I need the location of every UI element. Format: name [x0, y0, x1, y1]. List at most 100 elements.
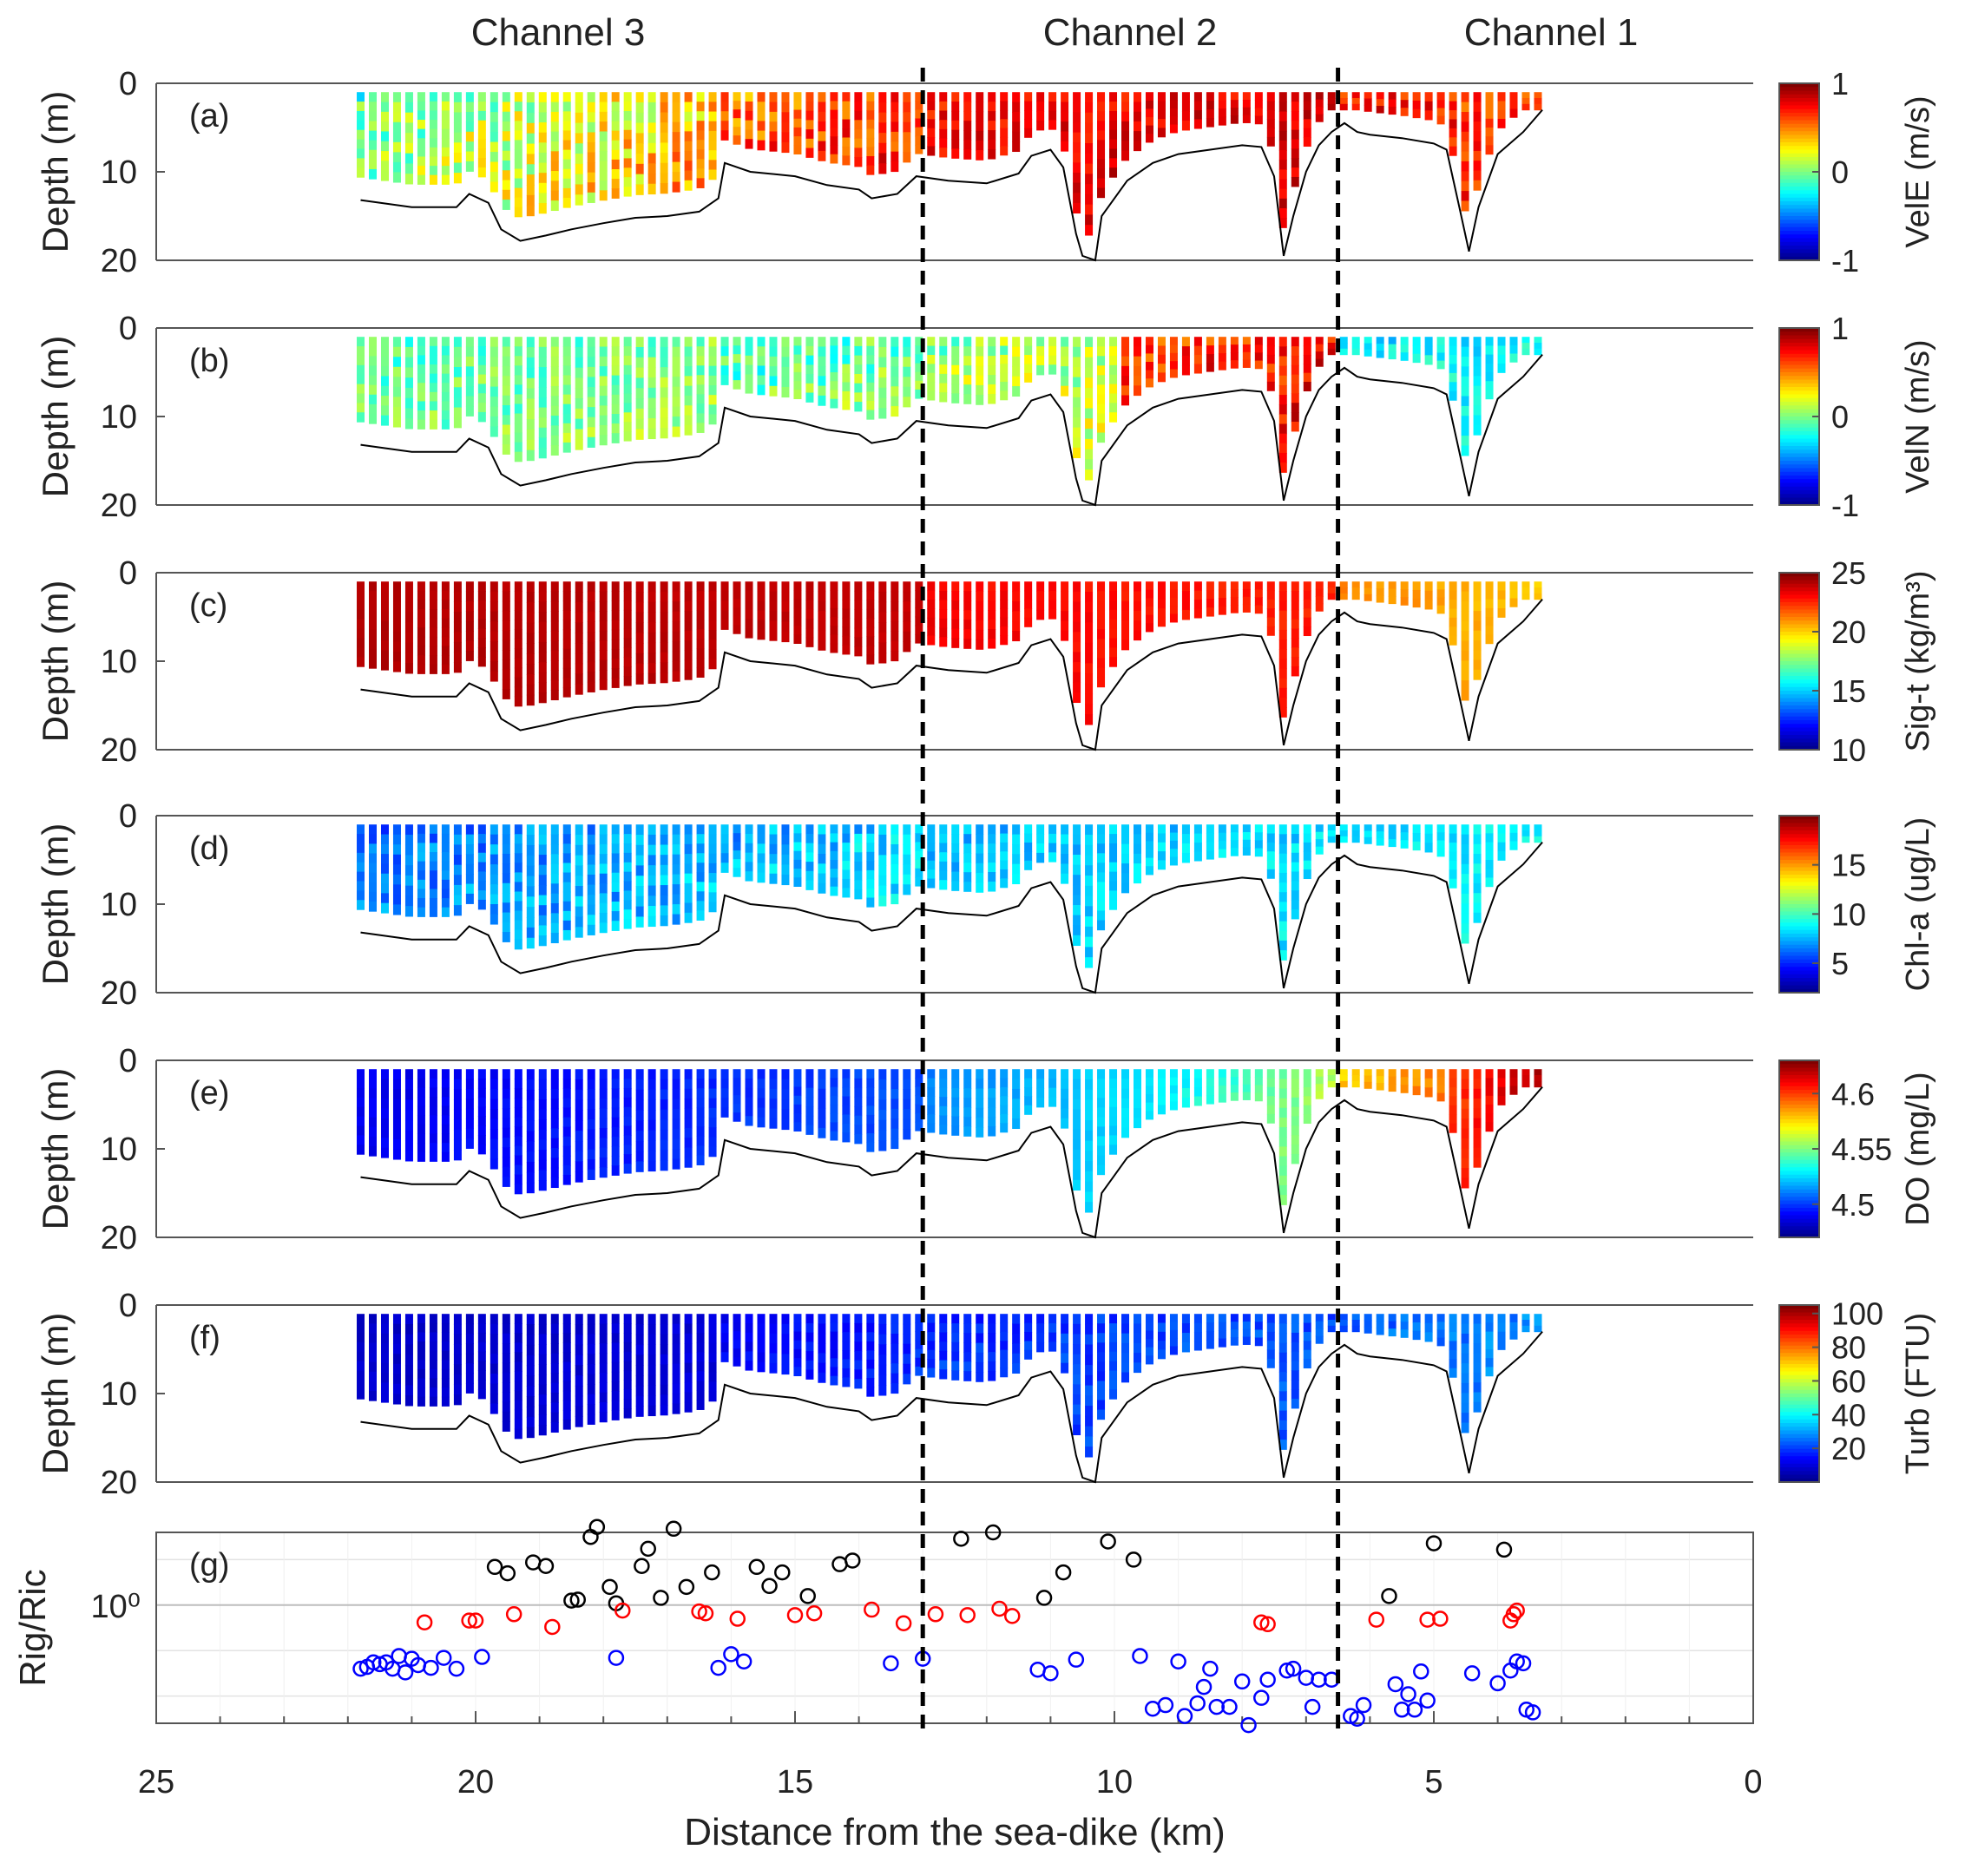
data-cell: [1327, 103, 1336, 111]
data-cell: [1061, 834, 1069, 845]
data-cell: [550, 141, 559, 152]
data-cell: [988, 375, 996, 385]
data-cell: [635, 1324, 644, 1335]
data-cell: [805, 1322, 814, 1334]
data-cell: [1412, 92, 1421, 102]
data-cell: [1145, 362, 1153, 371]
data-cell: [830, 345, 838, 356]
data-cell: [745, 1361, 753, 1371]
data-cell: [1218, 606, 1226, 615]
data-cell: [708, 169, 717, 180]
data-cell: [1266, 372, 1275, 383]
data-cell: [380, 141, 389, 152]
data-cell: [1109, 600, 1118, 611]
data-cell: [1534, 343, 1542, 350]
data-cell: [526, 357, 535, 369]
data-cell: [562, 356, 571, 367]
data-cell: [830, 842, 838, 852]
data-cell: [514, 639, 522, 650]
data-cell: [660, 1344, 668, 1355]
data-cell: [526, 112, 535, 124]
data-cell: [818, 1314, 826, 1325]
data-cell: [1121, 1333, 1130, 1344]
data-cell: [1461, 1314, 1469, 1325]
data-cell: [903, 854, 911, 865]
data-cell: [1509, 92, 1518, 102]
data-cell: [490, 152, 498, 163]
data-cell: [708, 1079, 717, 1090]
data-cell: [1048, 581, 1057, 592]
data-cell: [441, 156, 450, 167]
data-cell: [635, 643, 644, 654]
data-cell: [696, 159, 705, 169]
data-cell: [818, 1372, 826, 1383]
data-cell: [733, 868, 741, 877]
data-cell: [696, 1155, 705, 1165]
colorbar-segment: [1779, 1230, 1819, 1235]
colorbar-segment: [1779, 208, 1819, 213]
data-cell: [404, 367, 413, 378]
data-cell: [1436, 589, 1445, 599]
colorbar-segment: [1779, 1445, 1819, 1450]
data-cell: [1145, 100, 1153, 110]
data-cell: [417, 120, 425, 130]
data-cell: [878, 834, 887, 846]
data-point-black: [569, 1591, 587, 1608]
colorbar-segment: [1779, 256, 1819, 261]
data-cell: [453, 173, 462, 184]
data-cell: [514, 92, 522, 102]
data-cell: [538, 427, 547, 439]
data-cell: [453, 1314, 462, 1325]
data-cell: [1473, 1157, 1482, 1168]
data-cell: [514, 1117, 522, 1128]
data-cell: [502, 1314, 510, 1325]
data-cell: [635, 1131, 644, 1142]
data-cell: [842, 337, 851, 347]
data-cell: [1473, 669, 1482, 680]
y-tick-label: 10: [101, 1376, 137, 1413]
data-cell: [1315, 1076, 1324, 1085]
data-cell: [587, 427, 595, 438]
data-cell: [1521, 92, 1530, 99]
data-cell: [417, 889, 425, 899]
data-cell: [392, 651, 401, 663]
data-cell: [502, 922, 510, 933]
data-cell: [623, 384, 632, 395]
data-cell: [1097, 140, 1106, 151]
data-cell: [757, 610, 766, 621]
data-cell: [769, 1088, 778, 1099]
data-cell: [854, 646, 863, 657]
data-cell: [1206, 1095, 1214, 1105]
data-cell: [575, 895, 583, 908]
data-cell: [502, 131, 510, 142]
data-cell: [708, 375, 717, 386]
data-cell: [611, 1146, 620, 1157]
colorbar-segment: [1779, 1233, 1819, 1238]
colorbar-tick-label: 5: [1831, 946, 1849, 981]
data-cell: [502, 180, 510, 191]
data-cell: [1133, 1323, 1141, 1335]
data-cell: [720, 111, 729, 121]
data-cell: [550, 445, 559, 456]
data-cell: [696, 384, 705, 395]
colorbar-segment: [1779, 442, 1819, 447]
data-point-red: [1508, 1602, 1525, 1619]
data-cell: [562, 1323, 571, 1334]
colorbar-tick-label: 10: [1831, 732, 1866, 768]
colorbar-segment: [1779, 1086, 1819, 1091]
data-cell: [1291, 167, 1299, 178]
data-cell: [514, 356, 522, 366]
data-cell: [696, 403, 705, 414]
data-cell: [635, 154, 644, 165]
data-cell: [526, 684, 535, 696]
data-cell: [1461, 1108, 1469, 1119]
data-cell: [1315, 99, 1324, 108]
data-cell: [453, 377, 462, 388]
data-cell: [357, 881, 365, 891]
data-cell: [1485, 1314, 1494, 1323]
data-cell: [866, 869, 875, 881]
data-cell: [1315, 1328, 1324, 1337]
data-cell: [830, 1375, 838, 1386]
data-cell: [562, 1419, 571, 1430]
data-cell: [1157, 1349, 1166, 1360]
